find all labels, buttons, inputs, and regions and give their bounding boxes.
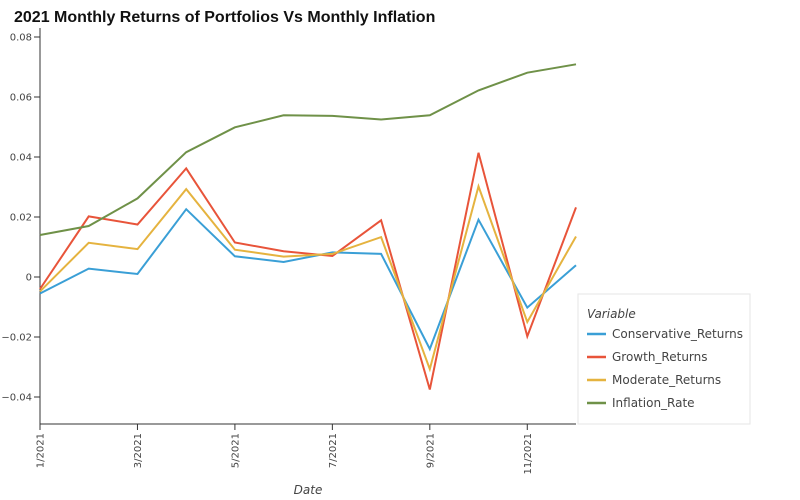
legend-label: Inflation_Rate bbox=[612, 396, 695, 410]
series-line-growth-returns bbox=[39, 152, 577, 390]
y-tick-label: 0.04 bbox=[10, 153, 32, 164]
x-axis: 1/2021 3/2021 5/2021 7/2021 9/2021 11/2021 bbox=[36, 423, 576, 475]
y-tick-label: 0 bbox=[26, 273, 32, 284]
x-tick-label: 1/2021 bbox=[36, 433, 47, 468]
x-tick-label: 11/2021 bbox=[523, 433, 534, 475]
x-tick-label: 9/2021 bbox=[425, 433, 436, 468]
legend: Variable Conservative_Returns Growth_Retu… bbox=[577, 293, 751, 425]
series-line-moderate-returns bbox=[39, 183, 577, 373]
legend-label: Growth_Returns bbox=[612, 350, 708, 364]
plot-area bbox=[40, 28, 576, 424]
series-layer bbox=[39, 63, 577, 390]
y-axis: −0.04 −0.02 0 0.02 0.04 0.06 0.08 bbox=[1, 28, 41, 424]
legend-label: Conservative_Returns bbox=[612, 327, 743, 341]
legend-box bbox=[577, 293, 751, 425]
legend-label: Moderate_Returns bbox=[612, 373, 721, 387]
y-tick-label: 0.08 bbox=[10, 33, 32, 44]
legend-title: Variable bbox=[587, 307, 636, 321]
x-tick-label: 3/2021 bbox=[133, 433, 144, 468]
y-tick-label: 0.06 bbox=[10, 93, 32, 104]
series-line-conservative-returns bbox=[39, 207, 577, 352]
x-tick-label: 7/2021 bbox=[328, 433, 339, 468]
x-axis-label: Date bbox=[294, 483, 323, 497]
series-line-inflation-rate bbox=[39, 63, 577, 236]
y-tick-label: 0.02 bbox=[10, 213, 32, 224]
y-tick-label: −0.02 bbox=[1, 333, 32, 344]
x-tick-label: 5/2021 bbox=[230, 433, 241, 468]
y-tick-label: −0.04 bbox=[1, 393, 32, 404]
chart-title: 2021 Monthly Returns of Portfolios Vs Mo… bbox=[14, 9, 435, 26]
